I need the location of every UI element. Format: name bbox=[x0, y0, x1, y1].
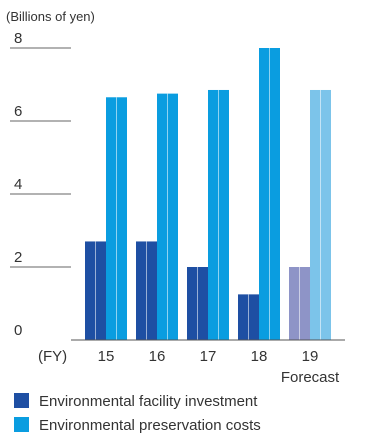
legend-swatch bbox=[14, 393, 29, 408]
x-tick-label: 18 bbox=[251, 348, 268, 365]
y-unit-label: (Billions of yen) bbox=[6, 9, 95, 24]
y-tick-label: 0 bbox=[14, 322, 22, 339]
x-tick-sublabel: Forecast bbox=[281, 369, 340, 386]
legend-label: Environmental preservation costs bbox=[39, 417, 261, 434]
bars bbox=[85, 48, 331, 341]
y-tick-label: 8 bbox=[14, 30, 22, 47]
x-tick-label: 16 bbox=[149, 348, 166, 365]
x-tick-label: 19 bbox=[302, 348, 319, 365]
x-tick-label: 15 bbox=[98, 348, 115, 365]
legend-swatch bbox=[14, 417, 29, 432]
x-tick-label: 17 bbox=[200, 348, 217, 365]
legend-label: Environmental facility investment bbox=[39, 393, 258, 410]
fiscal-year-label: (FY) bbox=[38, 348, 67, 365]
x-tick-labels: 15 16 17 18 19 Forecast bbox=[98, 348, 340, 386]
y-tick-label: 6 bbox=[14, 103, 22, 120]
y-tick-label: 2 bbox=[14, 249, 22, 266]
y-gridlines bbox=[10, 47, 71, 268]
y-tick-label: 4 bbox=[14, 176, 22, 193]
legend: Environmental facility investment Environ… bbox=[14, 393, 261, 434]
y-tick-labels: 0 2 4 6 8 bbox=[14, 30, 22, 339]
